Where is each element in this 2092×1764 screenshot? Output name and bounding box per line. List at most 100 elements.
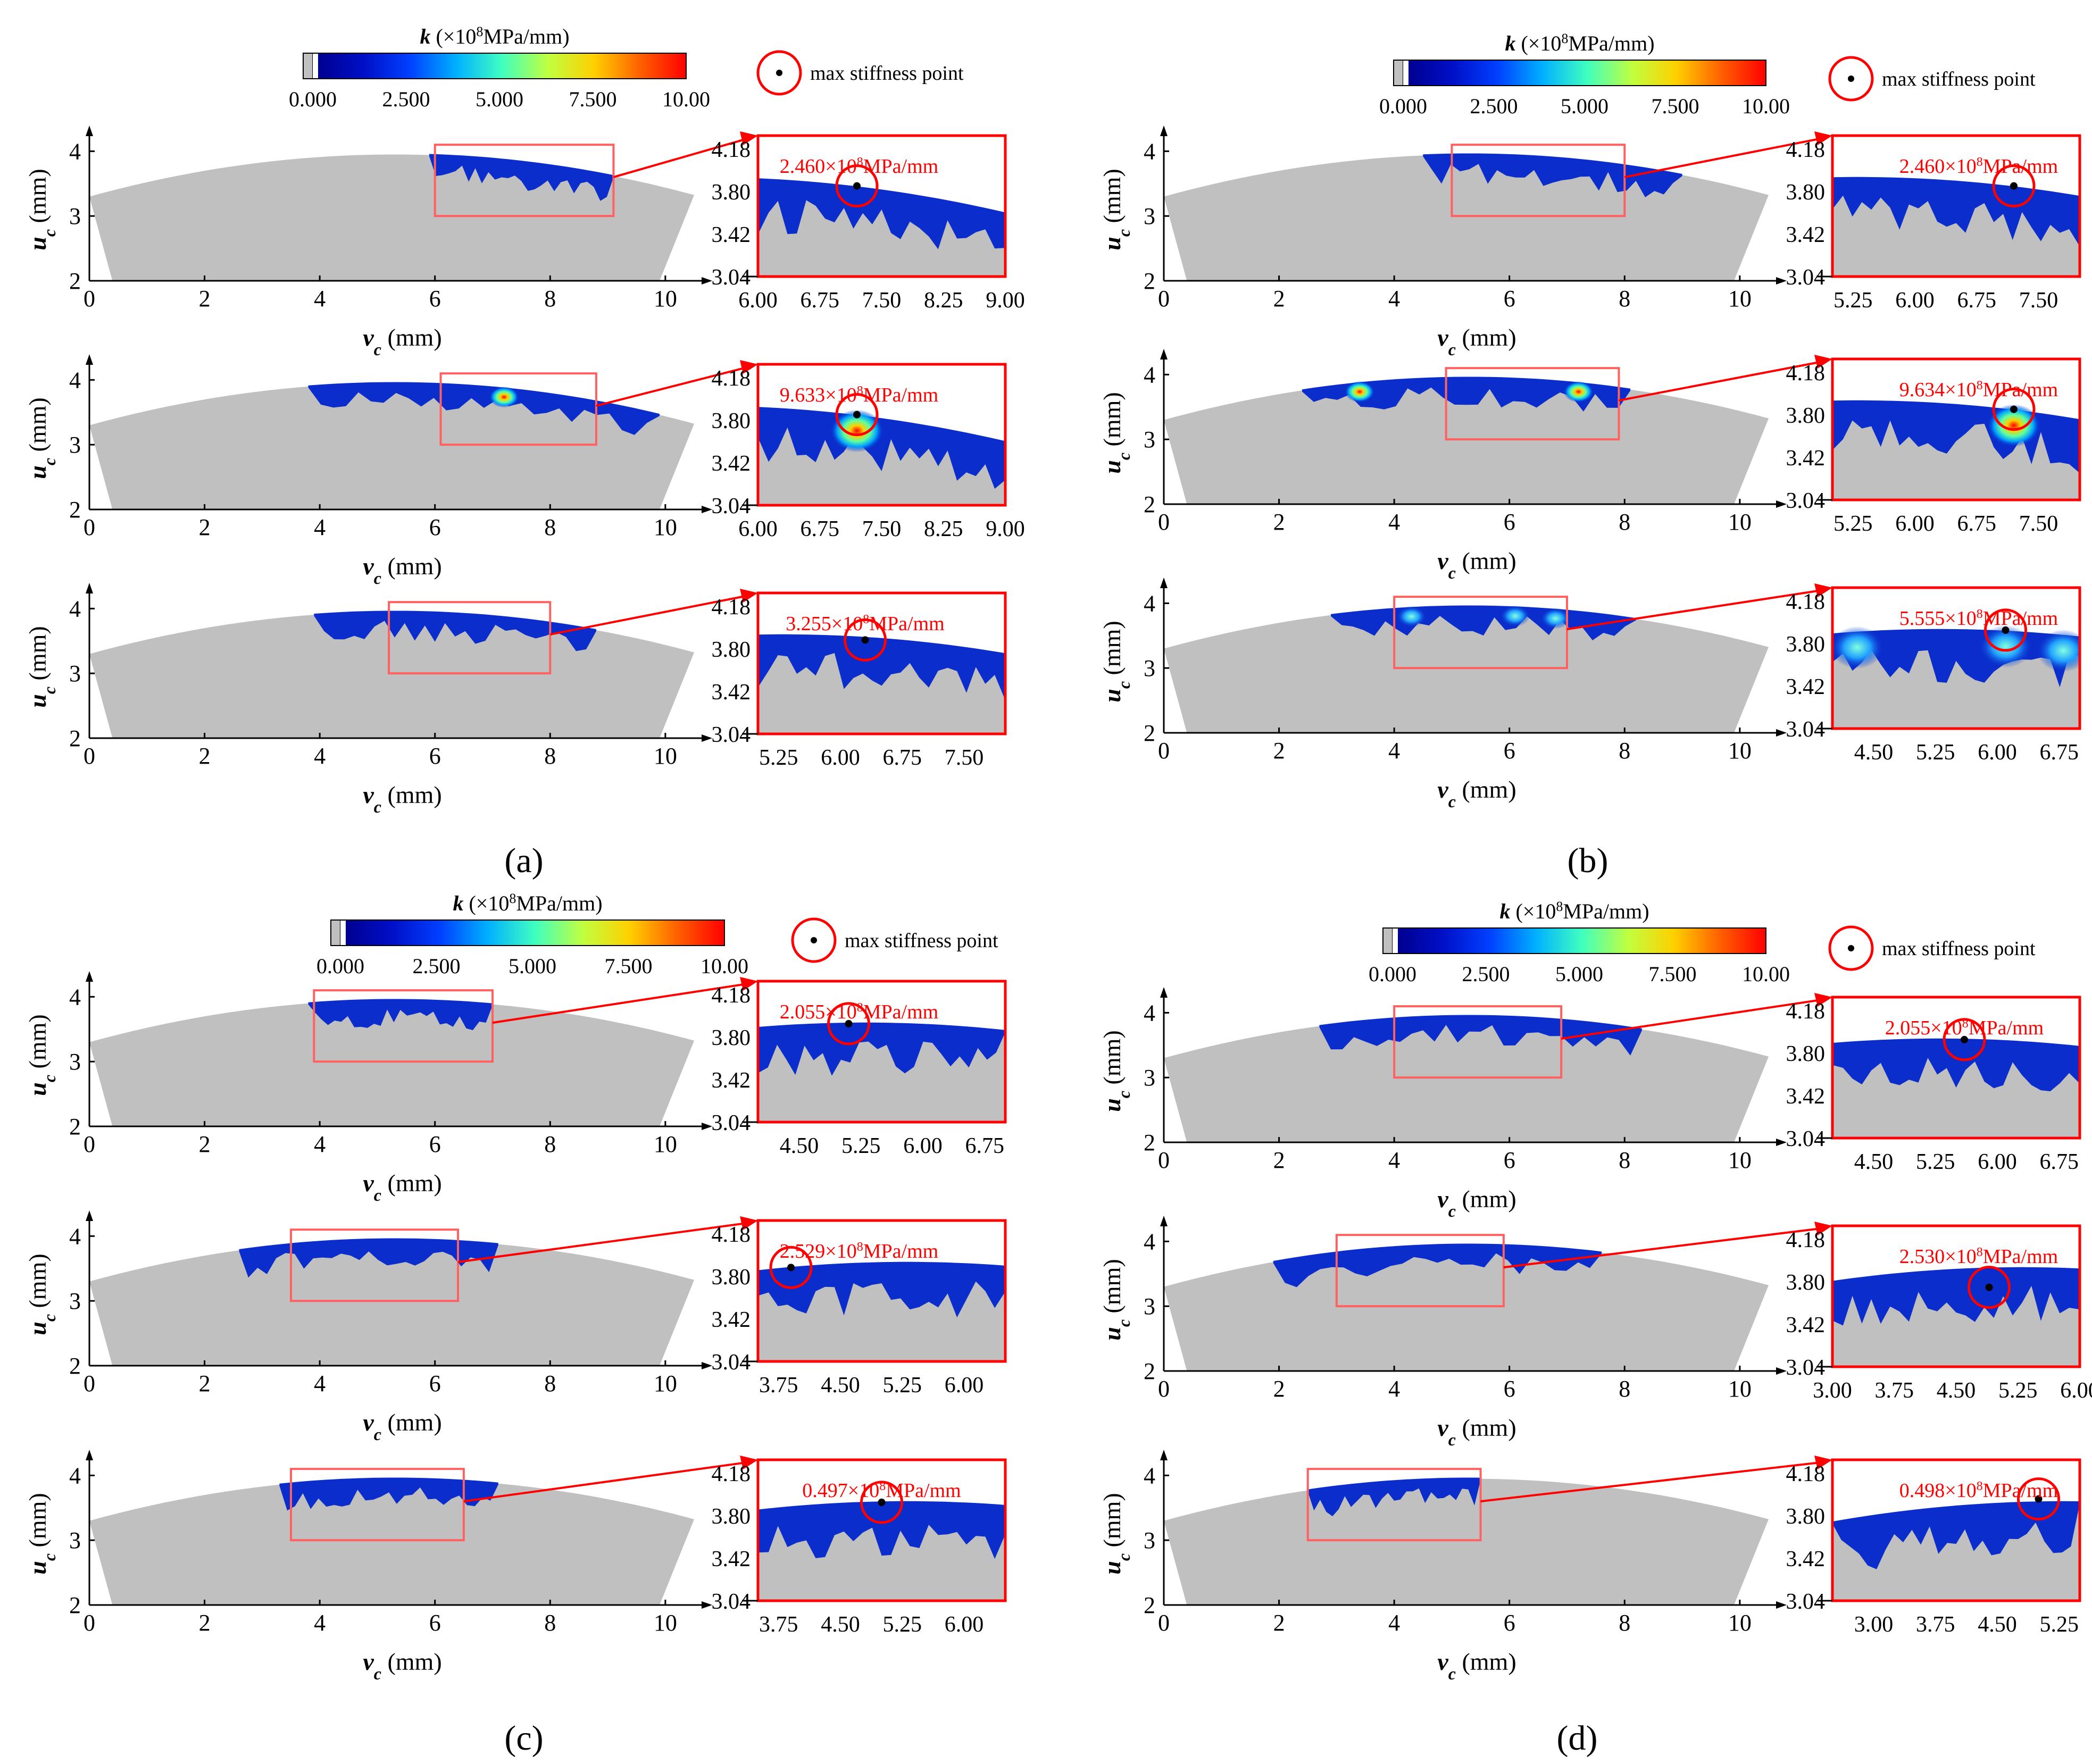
colorbar: k (×108MPa/mm) 0.000 2.500 5.000 7.500 10.00 xyxy=(1369,899,1790,986)
max-stiffness-value-label: 5.555×108MPa/mm xyxy=(1899,607,2058,630)
inset-y-tick-label: 3.04 xyxy=(712,723,751,747)
inset-x-tick-label: 7.50 xyxy=(2019,288,2058,313)
legend-label: max stiffness point xyxy=(845,930,998,952)
x-tick-label: 8 xyxy=(1619,738,1630,764)
zoom-connector-line xyxy=(1503,1227,1826,1269)
zoom-box xyxy=(1393,596,1568,670)
max-stiffness-circle-icon xyxy=(860,1481,903,1524)
zoom-arrow-icon xyxy=(1814,1222,1832,1235)
y-tick-label: 3 xyxy=(1144,655,1155,681)
colorbar-white-swatch xyxy=(313,53,318,79)
x-tick-label: 0 xyxy=(1158,1610,1170,1636)
inset-y-tick-label: 3.42 xyxy=(712,1068,751,1093)
zoom-connector-line xyxy=(1566,589,1826,631)
inset-x-tick-label: 5.25 xyxy=(883,1612,922,1637)
inset-y-tick-label: 3.80 xyxy=(1786,180,1826,205)
inset-y-tick-label: 3.80 xyxy=(1786,632,1826,657)
y-tick-label: 2 xyxy=(1144,1130,1155,1156)
inset-y-tick-label: 3.42 xyxy=(712,1308,751,1332)
x-tick-label: 4 xyxy=(314,1610,326,1636)
y-tick-label: 2 xyxy=(69,1592,81,1618)
y-axis-label: uc (mm) xyxy=(24,1253,59,1335)
stiffness-hot-spot xyxy=(1345,381,1375,403)
max-stiffness-point xyxy=(2010,182,2018,190)
y-tick-label: 3 xyxy=(69,1288,81,1314)
x-tick-label: 8 xyxy=(544,1370,556,1397)
inset-x-tick-label: 4.50 xyxy=(780,1134,819,1158)
x-tick-label: 6 xyxy=(429,1370,441,1397)
inset-x-tick-label: 6.00 xyxy=(2060,1378,2092,1403)
y-axis-arrow-icon xyxy=(1160,578,1168,588)
x-axis-label: vc (mm) xyxy=(1437,547,1516,582)
inset-y-tick-label: 3.80 xyxy=(712,638,751,662)
inset-contact-patch xyxy=(1832,1038,2080,1091)
contact-stiffness-patch xyxy=(1273,1243,1602,1288)
inset-y-tick-label: 4.18 xyxy=(712,1223,751,1247)
x-axis-arrow-icon xyxy=(702,1601,712,1609)
inset-x-tick-label: 5.25 xyxy=(1998,1378,2038,1403)
x-axis-arrow-icon xyxy=(1776,500,1787,508)
max-stiffness-point xyxy=(845,1019,853,1027)
max-stiffness-circle-icon xyxy=(1968,1266,2011,1309)
x-tick-label: 4 xyxy=(314,1370,326,1397)
inset-x-tick-label: 6.00 xyxy=(1895,512,1935,536)
panel-label: (d) xyxy=(1557,1719,1598,1758)
x-tick-label: 6 xyxy=(429,514,441,540)
max-stiffness-circle-icon xyxy=(835,393,879,437)
inset-x-tick-label: 6.00 xyxy=(1978,740,2017,765)
max-stiffness-point xyxy=(853,411,861,419)
inset-y-tick-label: 4.18 xyxy=(1786,590,1826,614)
x-tick-label: 10 xyxy=(654,514,677,540)
inset-plot xyxy=(1832,997,2080,1138)
max-stiffness-value-label: 2.460×108MPa/mm xyxy=(780,155,938,178)
x-tick-label: 8 xyxy=(1619,286,1630,312)
colorbar-title: k (×108MPa/mm) xyxy=(1499,899,1649,924)
x-tick-label: 10 xyxy=(654,286,677,312)
colorbar-tick-label: 0.000 xyxy=(289,87,337,111)
inset-hot-spot xyxy=(830,409,884,453)
zoom-arrow-icon xyxy=(740,131,758,145)
x-axis-label: vc (mm) xyxy=(363,1409,441,1444)
colorbar-tick-label: 10.00 xyxy=(701,954,748,978)
legend: max stiffness point xyxy=(756,50,964,96)
zoom-connector-line xyxy=(492,982,751,1024)
max-stiffness-value-label: 2.530×108MPa/mm xyxy=(1899,1245,2058,1268)
max-stiffness-point xyxy=(1961,1035,1968,1043)
colorbar-tick-label: 7.500 xyxy=(1649,962,1697,986)
zoom-box xyxy=(1451,144,1626,218)
x-tick-label: 10 xyxy=(1728,1376,1752,1402)
zoom-arrow-icon xyxy=(1814,583,1832,597)
y-tick-label: 4 xyxy=(69,367,81,393)
inset-y-tick-label: 3.80 xyxy=(712,1504,751,1529)
y-tick-label: 4 xyxy=(1144,590,1155,616)
inset-x-tick-label: 5.25 xyxy=(883,1373,922,1398)
inset-y-tick-label: 4.18 xyxy=(1786,138,1826,162)
inset-x-tick-label: 6.00 xyxy=(738,517,778,541)
colorbar-tick-label: 10.00 xyxy=(662,87,710,111)
y-axis-label: uc (mm) xyxy=(24,397,59,479)
max-stiffness-circle-icon xyxy=(769,1245,813,1289)
contact-profile-area xyxy=(1164,378,1769,504)
inset-plot xyxy=(758,364,1005,505)
y-axis-arrow-icon xyxy=(86,583,93,593)
x-tick-label: 10 xyxy=(1728,286,1752,312)
inset-frame xyxy=(1831,586,2081,730)
inset-y-tick-label: 3.80 xyxy=(1786,1042,1826,1066)
colorbar-white-swatch xyxy=(1393,928,1398,954)
contact-profile-area xyxy=(1164,606,1769,733)
inset-contact-patch xyxy=(1832,177,2080,245)
max-stiffness-circle-icon xyxy=(1992,164,2036,208)
x-tick-label: 4 xyxy=(1388,738,1400,764)
inset-frame xyxy=(1831,357,2081,501)
x-axis-arrow-icon xyxy=(702,1362,712,1369)
x-tick-label: 8 xyxy=(544,1131,556,1157)
x-tick-label: 0 xyxy=(1158,738,1170,764)
contact-profile-area xyxy=(89,1239,694,1366)
x-tick-label: 10 xyxy=(1728,509,1752,535)
legend: max stiffness point xyxy=(1828,56,2036,102)
max-stiffness-point xyxy=(878,1498,886,1506)
colorbar-tick-label: 2.500 xyxy=(1462,962,1510,986)
y-tick-label: 4 xyxy=(1144,138,1155,164)
colorbar-title: k (×108MPa/mm) xyxy=(420,24,569,49)
